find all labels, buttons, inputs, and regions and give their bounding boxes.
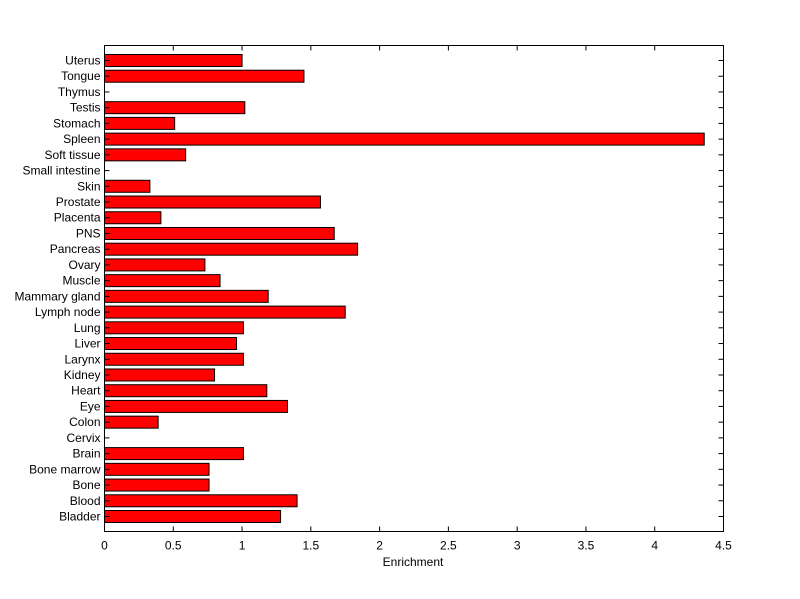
category-label-prostate: Prostate xyxy=(56,195,101,209)
x-tick-label: 3.5 xyxy=(578,539,595,553)
category-label-larynx: Larynx xyxy=(64,352,100,366)
bar-muscle xyxy=(104,274,221,288)
category-label-mammary-gland: Mammary gland xyxy=(14,289,100,303)
x-tick-label: 2.5 xyxy=(440,539,457,553)
category-label-small-intestine: Small intestine xyxy=(22,164,100,178)
bar-heart xyxy=(104,384,268,398)
category-label-ovary: Ovary xyxy=(68,258,100,272)
x-tick-label: 4.5 xyxy=(715,539,732,553)
bar-prostate xyxy=(104,195,321,209)
category-label-soft-tissue: Soft tissue xyxy=(44,148,100,162)
bar-pns xyxy=(104,226,335,240)
x-axis-title: Enrichment xyxy=(383,555,444,569)
bar-bladder xyxy=(104,510,282,523)
bar-skin xyxy=(104,179,151,193)
x-tick-label: 1.5 xyxy=(302,539,319,553)
x-tick-label: 2 xyxy=(376,539,383,553)
bar-pancreas xyxy=(104,242,359,256)
bar-colon xyxy=(104,415,159,429)
category-label-kidney: Kidney xyxy=(64,368,101,382)
bar-kidney xyxy=(104,368,216,382)
bar-uterus xyxy=(104,54,243,67)
bar-placenta xyxy=(104,211,162,225)
x-tick-label: 1 xyxy=(239,539,246,553)
bar-lung xyxy=(104,321,244,335)
category-label-bone-marrow: Bone marrow xyxy=(29,462,101,476)
bar-brain xyxy=(104,447,244,461)
category-label-lymph-node: Lymph node xyxy=(35,305,101,319)
bar-blood xyxy=(104,494,298,508)
bar-larynx xyxy=(104,352,244,366)
x-tick-label: 3 xyxy=(514,539,521,553)
bar-bone xyxy=(104,478,210,492)
category-label-pns: PNS xyxy=(76,226,101,240)
category-label-eye: Eye xyxy=(80,399,101,413)
bar-lymph-node xyxy=(104,305,346,319)
category-label-cervix: Cervix xyxy=(66,431,100,445)
category-label-bone: Bone xyxy=(72,478,100,492)
plot-frame xyxy=(104,45,724,532)
bar-mammary-gland xyxy=(104,289,269,303)
category-label-bladder: Bladder xyxy=(59,510,100,524)
bar-spleen xyxy=(104,132,705,146)
category-label-placenta: Placenta xyxy=(54,211,101,225)
category-label-testis: Testis xyxy=(70,101,101,115)
category-label-skin: Skin xyxy=(77,179,100,193)
x-tick-labels: 0 0.5 1 1.5 2 2.5 3 3.5 4 4.5 xyxy=(101,539,732,553)
category-label-spleen: Spleen xyxy=(63,132,100,146)
category-label-thymus: Thymus xyxy=(58,85,101,99)
category-label-pancreas: Pancreas xyxy=(50,242,101,256)
ticks-group xyxy=(104,45,724,532)
x-tick-label: 0 xyxy=(101,539,108,553)
category-label-colon: Colon xyxy=(69,415,100,429)
bar-bone-marrow xyxy=(104,462,210,476)
category-label-stomach: Stomach xyxy=(53,116,100,130)
category-label-liver: Liver xyxy=(74,337,100,351)
category-label-brain: Brain xyxy=(72,447,100,461)
category-label-heart: Heart xyxy=(71,384,101,398)
x-tick-label: 0.5 xyxy=(165,539,182,553)
bar-testis xyxy=(104,101,246,115)
category-label-lung: Lung xyxy=(74,321,101,335)
category-label-tongue: Tongue xyxy=(61,69,101,83)
bar-soft-tissue xyxy=(104,148,187,162)
category-label-muscle: Muscle xyxy=(62,274,100,288)
category-label-uterus: Uterus xyxy=(65,54,100,68)
category-label-blood: Blood xyxy=(70,494,101,508)
bar-eye xyxy=(104,399,288,413)
x-tick-label: 4 xyxy=(651,539,658,553)
bar-ovary xyxy=(104,258,206,272)
bar-stomach xyxy=(104,116,176,130)
bar-liver xyxy=(104,337,238,351)
bar-tongue xyxy=(104,69,305,83)
